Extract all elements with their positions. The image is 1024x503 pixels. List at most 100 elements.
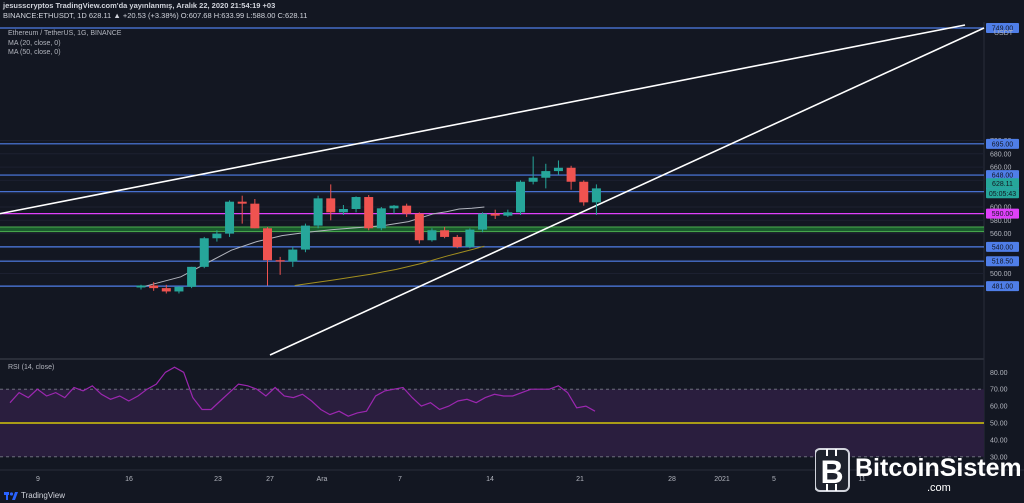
candle-body bbox=[440, 230, 450, 237]
price-tick-label: 600.00 bbox=[990, 205, 1012, 212]
price-tag-text: 518.50 bbox=[992, 259, 1014, 266]
candle-body bbox=[579, 181, 589, 203]
price-tag-text: 590.00 bbox=[992, 211, 1014, 218]
watermark-brand: BitcoinSistemi bbox=[855, 454, 1020, 482]
candle-body bbox=[313, 198, 323, 226]
price-tag-bg bbox=[986, 138, 1019, 149]
time-tick-label: 23 bbox=[214, 476, 222, 483]
candle bbox=[452, 234, 462, 249]
price-tag: 481.00 bbox=[986, 281, 1019, 292]
candle-body bbox=[427, 230, 437, 241]
rsi-tick-label: 60.00 bbox=[990, 404, 1008, 411]
time-tick-label: Ara bbox=[317, 476, 328, 483]
candle-body bbox=[478, 213, 488, 230]
candle bbox=[300, 223, 310, 253]
tradingview-brand: TradingView bbox=[21, 491, 66, 500]
symbol-title: Ethereum / TetherUS, 1G, BINANCE bbox=[8, 30, 122, 37]
ma20-line bbox=[142, 206, 485, 288]
rsi-tick-label: 40.00 bbox=[990, 437, 1008, 444]
countdown-tag-text: 05:05:43 bbox=[989, 191, 1016, 198]
candle bbox=[237, 195, 247, 224]
bitcoinsistemi-watermark: B BitcoinSistemi .com bbox=[814, 446, 1024, 494]
candle-body bbox=[465, 229, 475, 247]
candle-body bbox=[174, 286, 184, 292]
candle bbox=[313, 195, 323, 229]
bitcoinsistemi-logo: B BitcoinSistemi .com bbox=[814, 448, 1024, 494]
price-tag-bg bbox=[986, 208, 1019, 219]
trendline-upper bbox=[0, 24, 966, 215]
candle bbox=[566, 165, 576, 190]
candle bbox=[516, 180, 525, 215]
candle-body bbox=[199, 238, 209, 267]
candle bbox=[579, 180, 589, 206]
time-tick-label: 21 bbox=[576, 476, 584, 483]
candle-body bbox=[161, 288, 171, 292]
candle bbox=[199, 236, 209, 269]
time-tick-label: 2021 bbox=[714, 476, 730, 483]
price-tag: 648.00 bbox=[986, 170, 1019, 181]
rsi-tick-label: 30.00 bbox=[990, 454, 1008, 461]
candle bbox=[478, 212, 488, 233]
candle-body bbox=[275, 260, 285, 262]
candle-body bbox=[503, 212, 513, 216]
candle bbox=[338, 205, 348, 215]
candle-body bbox=[376, 208, 386, 229]
price-tag: 518.50 bbox=[986, 256, 1019, 267]
ma50-legend: MA (50, close, 0) bbox=[8, 49, 61, 56]
price-tag-bg bbox=[986, 281, 1019, 292]
price-tick-label: 560.00 bbox=[990, 231, 1012, 238]
bitcoin-b-icon bbox=[814, 448, 850, 492]
candle bbox=[465, 228, 475, 249]
price-tag: 540.00 bbox=[986, 241, 1019, 252]
candle bbox=[414, 212, 424, 244]
candle bbox=[161, 284, 171, 294]
candle-body bbox=[541, 171, 551, 178]
time-tick-label: 14 bbox=[486, 476, 494, 483]
candle-body bbox=[516, 181, 525, 213]
svg-text:B: B bbox=[820, 454, 843, 490]
candle bbox=[275, 256, 285, 275]
candle-body bbox=[566, 167, 576, 182]
price-tag-top: 749.00 bbox=[986, 23, 1019, 33]
candle bbox=[490, 209, 500, 219]
candle-body bbox=[225, 201, 235, 234]
publish-info: jesusscryptos TradingView.com'da yayınla… bbox=[3, 1, 276, 10]
price-tag-top-bg bbox=[986, 23, 1019, 33]
candle bbox=[541, 163, 551, 189]
rsi-legend: RSI (14, close) bbox=[8, 364, 55, 371]
price-tag-text: 648.00 bbox=[992, 173, 1014, 180]
time-tick-label: 16 bbox=[125, 476, 133, 483]
candle-body bbox=[136, 285, 146, 288]
candle bbox=[351, 196, 361, 213]
candle bbox=[263, 226, 272, 286]
price-tick-label: 680.00 bbox=[990, 151, 1012, 158]
candle-body bbox=[237, 201, 247, 204]
time-tick-label: 7 bbox=[398, 476, 402, 483]
candle-body bbox=[414, 213, 424, 241]
price-tag-bg bbox=[986, 170, 1019, 181]
tradingview-icon bbox=[4, 492, 18, 500]
candle-body bbox=[326, 198, 336, 213]
candle-body bbox=[452, 236, 462, 247]
price-tick-label: 660.00 bbox=[990, 165, 1012, 172]
candle-body bbox=[591, 188, 601, 203]
currency-label: USDT bbox=[994, 30, 1014, 37]
candle-body bbox=[250, 203, 260, 229]
tradingview-logo[interactable]: TradingView bbox=[4, 491, 65, 500]
price-tag-text: 695.00 bbox=[992, 141, 1014, 148]
candle bbox=[326, 184, 336, 221]
candle-body bbox=[149, 285, 159, 289]
price-tag-top-text: 749.00 bbox=[992, 26, 1014, 33]
candle bbox=[187, 266, 197, 289]
candle bbox=[528, 156, 538, 185]
candle bbox=[427, 228, 437, 242]
price-tag: 590.00 bbox=[986, 208, 1019, 219]
time-tick-label: 9 bbox=[36, 476, 40, 483]
candle bbox=[250, 199, 260, 229]
rsi-tick-label: 50.00 bbox=[990, 421, 1008, 428]
candle-body bbox=[263, 228, 272, 261]
time-tick-label: 27 bbox=[266, 476, 274, 483]
price-tag-text: 481.00 bbox=[992, 284, 1014, 291]
support-zone bbox=[0, 226, 984, 232]
